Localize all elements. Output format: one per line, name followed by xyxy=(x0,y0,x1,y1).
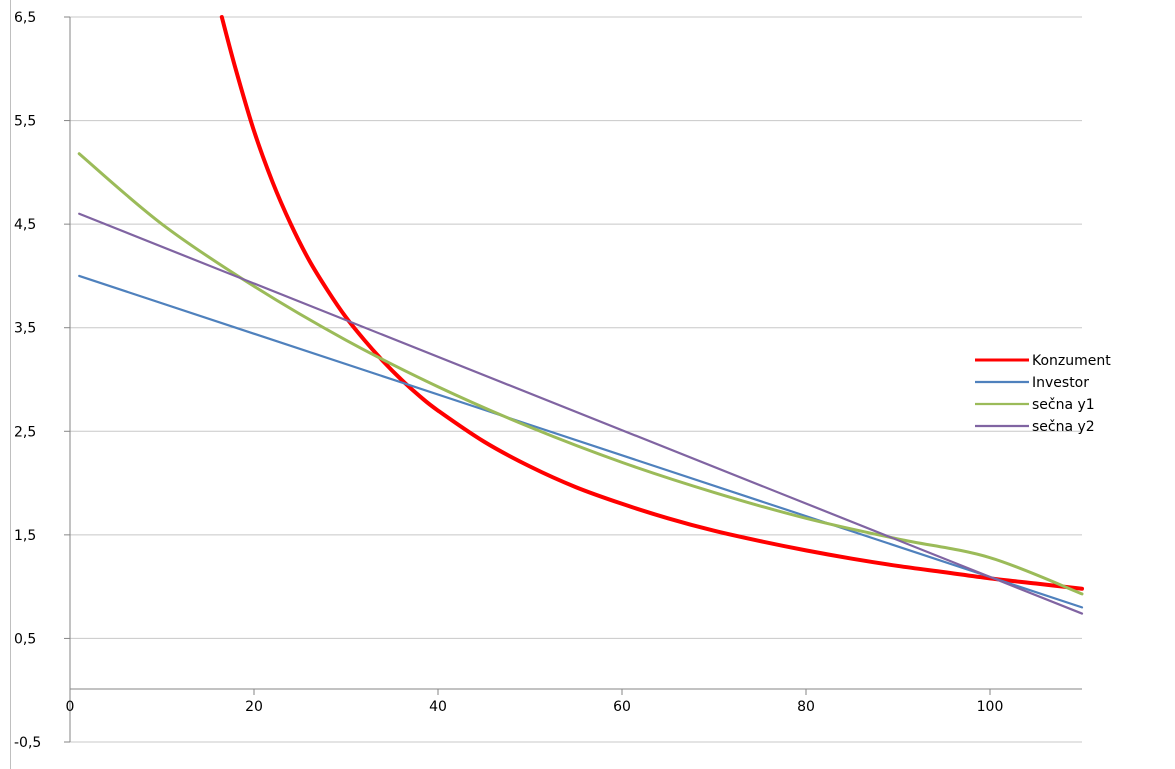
legend-label: sečna y1 xyxy=(1032,397,1095,413)
series-lines xyxy=(77,15,1084,615)
x-tick-label: 40 xyxy=(429,699,447,715)
y-tick-label: 4,5 xyxy=(14,217,36,233)
axes xyxy=(69,17,1082,742)
x-tick-labels: 0 20 40 60 80 100 xyxy=(66,689,1004,715)
y-tick-label: 1,5 xyxy=(14,528,36,544)
x-tick-label: 80 xyxy=(797,699,815,715)
y-tick-label: 6,5 xyxy=(14,10,36,26)
y-tick-label: 3,5 xyxy=(14,321,36,337)
y-tick-label: -0,5 xyxy=(14,735,41,751)
series-line-0 xyxy=(219,15,1084,591)
y-tick-labels: 6,5 5,5 4,5 3,5 2,5 1,5 0,5 -0,5 xyxy=(14,10,41,751)
x-tick-label: 0 xyxy=(66,699,75,715)
y-tick-label: 0,5 xyxy=(14,631,36,647)
y-tick-label: 5,5 xyxy=(14,114,36,130)
series-line-1 xyxy=(78,274,1084,609)
series-line-3 xyxy=(78,212,1084,615)
x-tick-label: 20 xyxy=(245,699,263,715)
y-tick-label: 2,5 xyxy=(14,424,36,440)
legend-label: Konzument xyxy=(1032,353,1111,369)
gridlines xyxy=(64,16,1082,743)
x-tick-label: 60 xyxy=(613,699,631,715)
x-tick-label: 100 xyxy=(977,699,1004,715)
legend: Konzument Investor sečna y1 sečna y2 xyxy=(975,353,1111,435)
legend-label: Investor xyxy=(1032,375,1089,391)
legend-label: sečna y2 xyxy=(1032,419,1095,435)
series-line-2 xyxy=(77,152,1084,596)
